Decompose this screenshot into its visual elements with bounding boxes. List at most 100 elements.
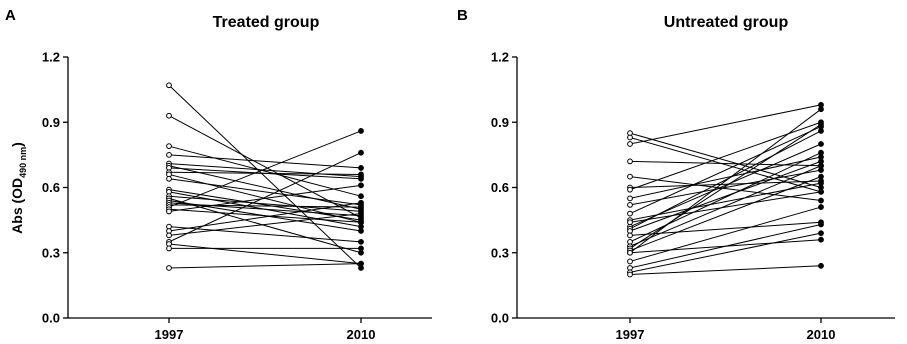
point-1997 [627,249,633,256]
x-tick-label: 1997 [616,327,645,342]
y-tick-label: 0.9 [42,115,60,130]
pair-line [168,171,362,175]
pair-line [629,126,822,215]
pair-line [168,178,362,206]
pair-line [168,204,362,208]
point-2010 [358,228,364,234]
pair-line [168,213,362,236]
y-tick-label: 0.9 [491,115,509,130]
pair-line [629,130,822,230]
point-2010 [818,141,824,147]
y-tick-label: 0.6 [42,180,60,195]
pair-line [629,152,822,243]
pair-line [168,208,362,223]
y-tick-label: 0.0 [42,311,60,326]
point-1997 [166,151,172,158]
y-tick-label: 0.6 [491,180,509,195]
point-2010 [818,197,824,204]
pair-line [168,152,362,243]
point-2010 [818,173,824,180]
point-2010 [358,149,364,156]
panel-a: A Treated group Abs (OD490 nm) 0.0 0.3 0.6… [5,7,432,342]
y-tick-label: 1.2 [42,50,60,65]
pair-line [168,202,362,232]
point-1997 [166,265,172,271]
point-2010 [818,128,824,134]
point-2010 [818,149,824,156]
point-1997 [627,195,633,202]
pair-line [168,154,362,169]
pair-line [629,180,822,188]
point-1997 [166,175,172,182]
point-1997 [166,232,172,239]
pair-line [629,156,822,199]
point-1997 [627,134,633,141]
pair-line [168,145,362,197]
point-1997 [627,232,633,239]
pair-line [629,104,822,145]
point-1997 [627,202,633,208]
pair-line [629,223,822,269]
panel-letter: A [5,7,16,24]
panel-title: Untreated group [664,14,789,31]
y-tick-label: 1.2 [491,50,509,65]
y-tick-label: 0.0 [491,311,509,326]
point-1997 [627,158,633,165]
pair-line [629,160,822,232]
pair-line [629,132,822,188]
point-2010 [818,121,824,128]
point-2010 [358,199,364,206]
point-2010 [818,180,824,187]
pair-line [629,160,822,167]
point-2010 [818,262,824,269]
point-2010 [358,182,364,189]
pair-line [629,124,822,249]
pair-line [168,195,362,212]
point-1997 [166,143,172,150]
point-1997 [166,245,172,252]
point-2010 [358,219,364,226]
pair-line [629,176,822,252]
point-2010 [358,260,364,267]
pair-line [168,263,362,269]
point-1997 [627,271,633,278]
point-2010 [358,245,364,252]
y-axis-label: Abs (OD490 nm) [9,142,28,234]
y-tick-label: 0.3 [42,245,60,260]
panel-b: B Untreated group 0.0 0.3 0.6 0.9 1.2 1997 201… [457,7,895,342]
pair-line [629,136,822,193]
y-tick-label: 0.3 [491,245,509,260]
pair-line [629,206,822,262]
point-2010 [818,204,824,210]
pair-line [168,184,362,212]
point-2010 [358,165,364,171]
point-2010 [358,128,364,134]
point-2010 [818,230,824,237]
point-1997 [627,186,633,193]
pair-line [168,130,362,208]
point-1997 [166,112,172,119]
point-1997 [627,141,633,147]
point-2010 [818,106,824,113]
point-2010 [818,221,824,228]
plot-area: 0.0 0.3 0.6 0.9 1.2 1997 2010 [491,50,895,342]
point-2010 [358,193,364,200]
x-tick-label: 2010 [347,327,376,342]
x-tick-label: 1997 [155,327,184,342]
pair-line [629,108,822,254]
point-1997 [627,258,633,265]
point-1997 [166,208,172,215]
pair-line [168,226,362,243]
point-1997 [627,219,633,226]
pair-line [629,232,822,273]
point-1997 [627,173,633,180]
pair-line [629,165,822,247]
panel-title: Treated group [213,14,320,31]
point-1997 [627,210,633,217]
pair-line [168,243,362,265]
plot-area: 0.0 0.3 0.6 0.9 1.2 1997 2010 [42,50,432,342]
point-2010 [818,236,824,243]
panel-letter: B [457,7,468,24]
point-1997 [166,82,172,89]
pair-line [168,84,362,269]
